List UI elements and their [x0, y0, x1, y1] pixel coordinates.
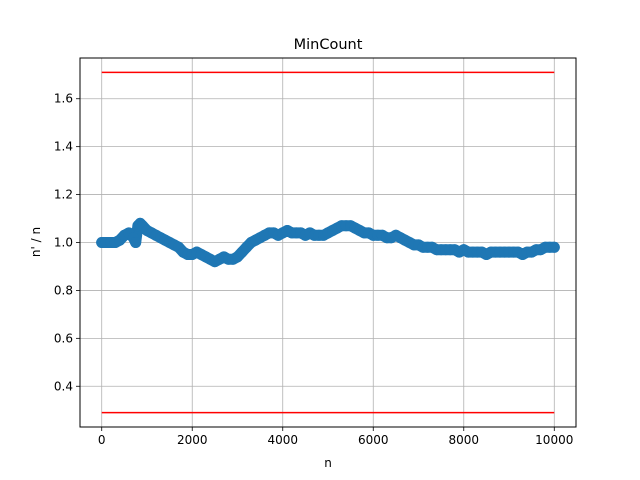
x-tick-label: 0: [98, 433, 106, 447]
x-tick-label: 10000: [535, 433, 573, 447]
y-axis: 0.4 0.6 0.8 1.0 1.2 1.4 1.6: [54, 92, 80, 393]
y-tick-label: 1.6: [54, 92, 73, 106]
x-tick-label: 4000: [267, 433, 298, 447]
y-tick-label: 1.2: [54, 188, 73, 202]
x-axis-label: n: [324, 456, 332, 470]
x-tick-label: 6000: [358, 433, 389, 447]
y-tick-label: 0.8: [54, 283, 73, 297]
bound-lines: [101, 71, 555, 414]
y-tick-label: 0.4: [54, 379, 73, 393]
x-axis: 0 2000 4000 6000 8000 10000: [98, 427, 573, 447]
data-point: [548, 241, 560, 253]
x-tick-label: 8000: [448, 433, 479, 447]
scatter-series: [96, 217, 560, 268]
y-tick-label: 1.0: [54, 236, 73, 250]
y-axis-label: n' / n: [29, 227, 43, 257]
y-tick-label: 1.4: [54, 140, 73, 154]
grid: [80, 58, 576, 427]
x-tick-label: 2000: [177, 433, 208, 447]
y-tick-label: 0.6: [54, 331, 73, 345]
data-point: [130, 237, 142, 248]
chart-title: MinCount: [294, 37, 363, 53]
